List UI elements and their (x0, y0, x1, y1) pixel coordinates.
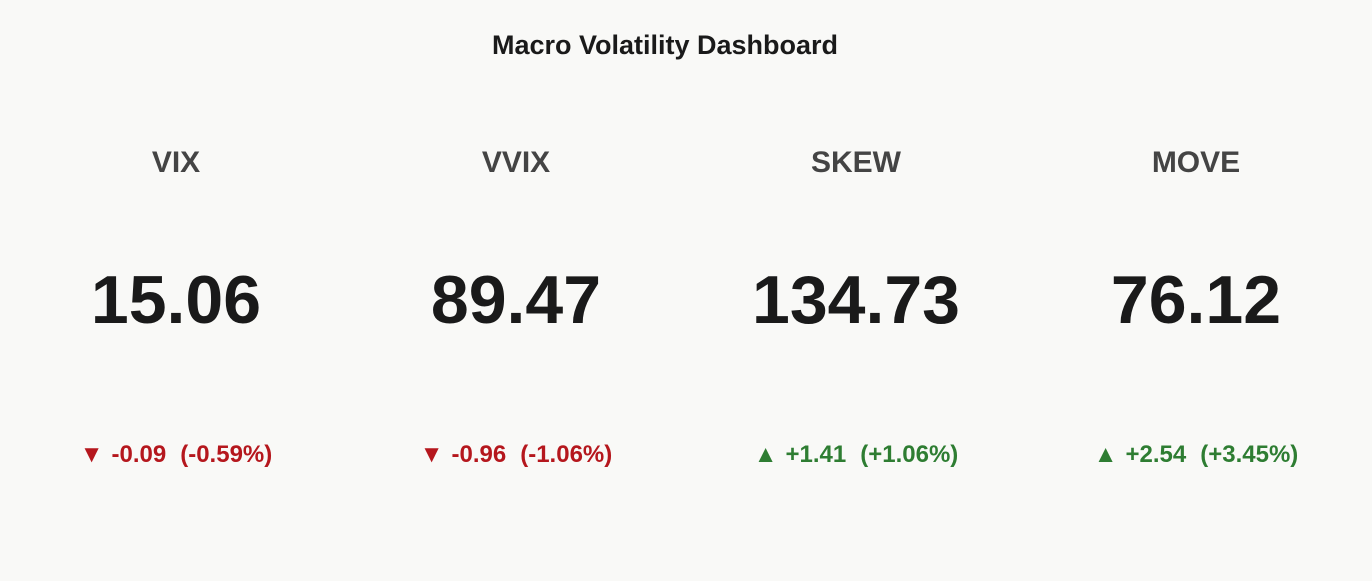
delta-symbol: ▼ (80, 441, 104, 468)
delta-value: +1.41 (785, 441, 846, 468)
delta-symbol: ▲ (1094, 441, 1118, 468)
indicator-name: VVIX (482, 146, 550, 179)
indicator-name: SKEW (811, 146, 902, 179)
delta-percent: (+3.45%) (1200, 441, 1298, 468)
indicator-tile: VVIX 89.47 ▼ -0.96 (-1.06%) (420, 146, 613, 468)
indicator-name: VIX (152, 146, 200, 179)
indicator-tile: MOVE 76.12 ▲ +2.54 (+3.45%) (1094, 146, 1299, 468)
indicator-tile: SKEW 134.73 ▲ +1.41 (+1.06%) (752, 146, 960, 468)
indicator-delta: ▼ -0.09 (-0.59%) (80, 441, 273, 468)
delta-percent: (-0.59%) (180, 441, 272, 468)
delta-value: -0.09 (112, 441, 167, 468)
delta-symbol: ▲ (754, 441, 778, 468)
indicator-value: 89.47 (431, 262, 601, 338)
indicator-value: 15.06 (91, 262, 261, 338)
delta-value: +2.54 (1125, 441, 1186, 468)
indicator-delta: ▼ -0.96 (-1.06%) (420, 441, 613, 468)
indicator-value: 134.73 (752, 262, 960, 338)
delta-value: -0.96 (452, 441, 507, 468)
indicator-tile: VIX 15.06 ▼ -0.09 (-0.59%) (80, 146, 273, 468)
indicator-delta: ▲ +2.54 (+3.45%) (1094, 441, 1299, 468)
indicator-name: MOVE (1152, 146, 1240, 179)
indicator-delta: ▲ +1.41 (+1.06%) (754, 441, 959, 468)
delta-percent: (+1.06%) (860, 441, 958, 468)
delta-symbol: ▼ (420, 441, 444, 468)
indicator-value: 76.12 (1111, 262, 1281, 338)
delta-percent: (-1.06%) (520, 441, 612, 468)
dashboard-title: Macro Volatility Dashboard (492, 30, 838, 60)
